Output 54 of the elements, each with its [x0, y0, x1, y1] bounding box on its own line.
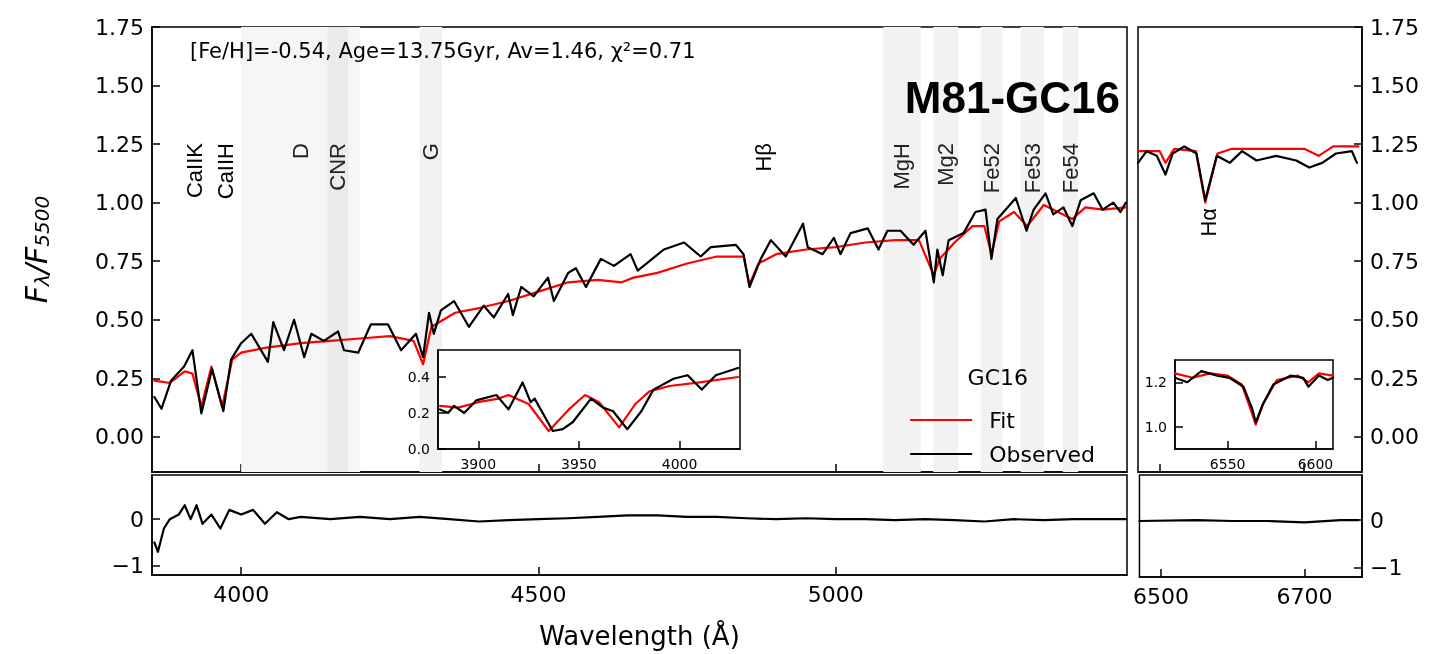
band-label: Fe53: [1019, 143, 1045, 194]
y2-tick-label: 1.25: [1370, 131, 1419, 157]
x-tick-label: 4000: [661, 456, 698, 472]
y2-tick-label: 0: [1370, 507, 1384, 533]
y-tick-label: 1.00: [95, 190, 144, 216]
y-tick-label: 0.25: [95, 365, 144, 391]
y-tick-label: 0.2: [407, 405, 430, 421]
annotation: [Fe/H]=-0.54, Age=13.75Gyr, Av=1.46, χ²=0.71: [190, 38, 696, 63]
y2-tick-label: 0.00: [1370, 424, 1419, 450]
band-label: Fe52: [979, 143, 1005, 194]
y2-tick-label: −1: [1370, 555, 1403, 581]
text: M81-GC16: [904, 72, 1120, 122]
y-tick-label: 0.50: [95, 307, 144, 333]
y-tick-label: −1: [111, 553, 144, 579]
x-tick-label: 4500: [510, 581, 567, 607]
band-label: Mg2: [933, 143, 959, 186]
y2-tick-label: 1.50: [1370, 73, 1419, 99]
y-axis-title: Fλ/F5500: [18, 195, 54, 304]
y-tick-label: 1.75: [95, 14, 144, 40]
y2-tick-label: 1.00: [1370, 190, 1419, 216]
x-tick-label: 4000: [213, 581, 270, 607]
x-tick-label: 6600: [1297, 456, 1334, 472]
y-tick-label: 1.25: [95, 131, 144, 157]
y2-tick-label: 1.75: [1370, 14, 1419, 40]
band-label: Fe54: [1058, 143, 1084, 194]
x-tick-label: 5000: [807, 581, 864, 607]
y-tick-label: 0.00: [95, 424, 144, 450]
y-tick-label: 0.4: [407, 369, 431, 385]
band-label: G: [418, 143, 444, 161]
y-tick-label: 0: [130, 506, 144, 532]
x-axis-title: Wavelength (Å): [539, 620, 740, 651]
annotation: Hβ: [750, 143, 776, 172]
y-tick-label: 0.0: [407, 441, 430, 457]
x-tick-label: 6550: [1209, 456, 1246, 472]
x-tick-label: 3950: [561, 456, 597, 472]
annotation: CaIIK: [181, 142, 207, 199]
x-tick-label: 6500: [1132, 583, 1189, 609]
band-label: MgH: [889, 143, 915, 190]
y-tick-label: 1.2: [1144, 374, 1167, 391]
y2-tick-label: 0.75: [1370, 248, 1419, 274]
annotation: CaIIH: [212, 143, 238, 200]
legend-label: Observed: [989, 441, 1095, 467]
legend-title: GC16: [967, 364, 1028, 390]
y-tick-label: 1.0: [1144, 418, 1167, 435]
x-tick-label: 6700: [1276, 583, 1333, 609]
y2-tick-label: 0.50: [1370, 307, 1419, 333]
y2-tick-label: 0.25: [1370, 365, 1419, 391]
band-label: D: [288, 143, 314, 159]
annotation: Hα: [1195, 207, 1221, 237]
y-tick-label: 1.50: [95, 73, 144, 99]
band-label: CNR: [325, 143, 351, 191]
x-tick-label: 3900: [460, 456, 497, 472]
legend-label: Fit: [989, 407, 1016, 433]
y-tick-label: 0.75: [95, 248, 144, 274]
